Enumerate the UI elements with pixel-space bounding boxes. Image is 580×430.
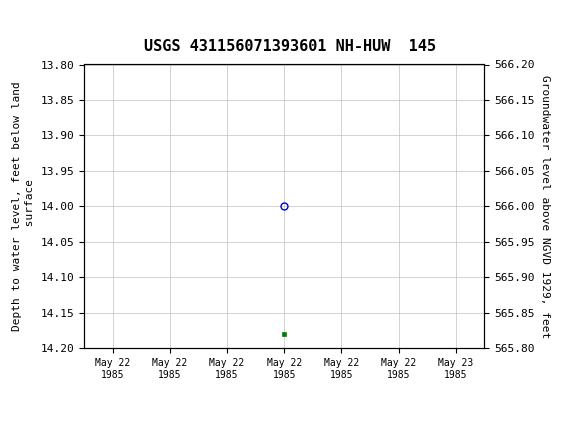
Text: USGS 431156071393601 NH-HUW  145: USGS 431156071393601 NH-HUW 145 <box>144 39 436 54</box>
Text: USGS: USGS <box>44 10 95 28</box>
Y-axis label: Groundwater level above NGVD 1929, feet: Groundwater level above NGVD 1929, feet <box>540 75 550 338</box>
Y-axis label: Depth to water level, feet below land
 surface: Depth to water level, feet below land su… <box>12 82 35 331</box>
